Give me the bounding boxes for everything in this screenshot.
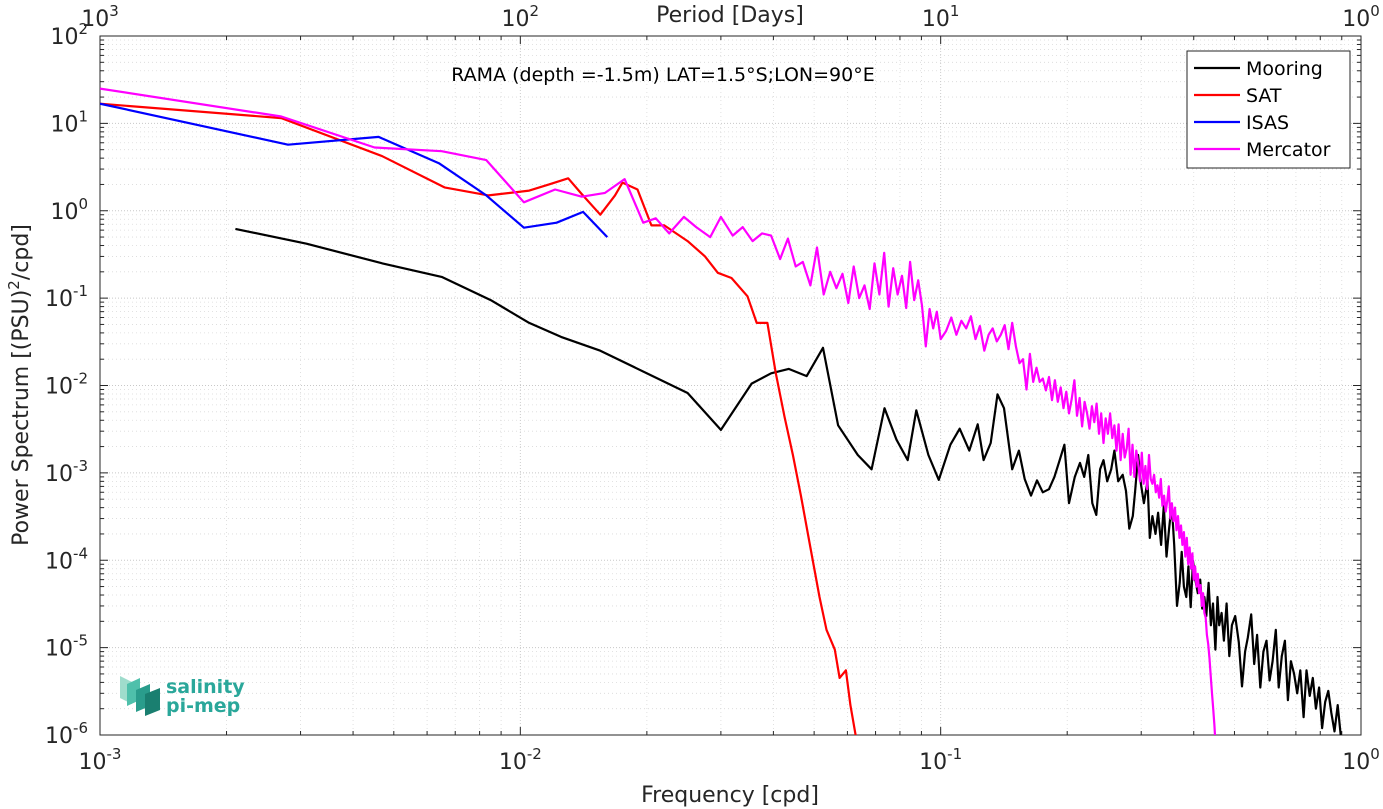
y-tick-label-exponent: 0 bbox=[78, 195, 88, 213]
y-tick-label-exponent: -2 bbox=[73, 370, 88, 388]
x-tick-label-exponent: -2 bbox=[527, 745, 542, 763]
x-tick-label: 100 bbox=[1342, 745, 1380, 775]
y-tick-label: 10-6 bbox=[45, 719, 88, 749]
x2-tick-label-exponent: 3 bbox=[109, 2, 119, 20]
y-tick-label: 10-4 bbox=[45, 544, 88, 574]
y-tick-label-exponent: 1 bbox=[78, 107, 88, 125]
y-tick-label-exponent: -4 bbox=[73, 544, 88, 562]
chart-title: RAMA (depth =-1.5m) LAT=1.5°S;LON=90°E bbox=[451, 64, 875, 86]
y-tick-label: 100 bbox=[50, 195, 88, 225]
x-tick-label: 10-3 bbox=[79, 745, 122, 775]
logo-line1: salinity bbox=[166, 676, 245, 698]
x2-tick-label-base: 10 bbox=[81, 7, 109, 32]
series-line-mooring bbox=[235, 227, 1342, 735]
x-tick-label: 10-2 bbox=[499, 745, 542, 775]
y-axis-title-main: Power Spectrum [(PSU) bbox=[9, 290, 34, 546]
x2-tick-label-base: 10 bbox=[1342, 7, 1370, 32]
y-axis-title-unit: /cpd] bbox=[9, 224, 34, 280]
y-tick-label-exponent: 2 bbox=[78, 20, 88, 38]
x2-tick-label: 103 bbox=[81, 2, 119, 32]
y-tick-label: 10-3 bbox=[45, 457, 88, 487]
x2-tick-label-base: 10 bbox=[922, 7, 950, 32]
y-tick-label-base: 10 bbox=[50, 112, 78, 137]
x2-tick-label: 101 bbox=[922, 2, 960, 32]
x-tick-label-base: 10 bbox=[919, 750, 947, 775]
y-tick-label-base: 10 bbox=[45, 724, 73, 749]
axis-ticks bbox=[99, 35, 1362, 736]
x-tick-label-base: 10 bbox=[79, 750, 107, 775]
x2-tick-label: 102 bbox=[502, 2, 540, 32]
y-tick-label-base: 10 bbox=[50, 200, 78, 225]
salinity-pi-mep-logo: salinity pi-mep bbox=[120, 676, 245, 717]
x-tick-label-base: 10 bbox=[1342, 750, 1370, 775]
x-tick-label-base: 10 bbox=[499, 750, 527, 775]
y-tick-label-base: 10 bbox=[45, 287, 73, 312]
y-tick-label-base: 10 bbox=[45, 637, 73, 662]
y-tick-label-base: 10 bbox=[50, 25, 78, 50]
y-tick-label: 10-2 bbox=[45, 370, 88, 400]
x2-tick-label-exponent: 1 bbox=[950, 2, 960, 20]
y-tick-label-base: 10 bbox=[45, 462, 73, 487]
legend-label-mercator: Mercator bbox=[1246, 139, 1331, 161]
x-tick-label-exponent: -3 bbox=[107, 745, 122, 763]
y-tick-label-base: 10 bbox=[45, 549, 73, 574]
y-tick-label-exponent: -1 bbox=[73, 282, 88, 300]
x-tick-label-exponent: -1 bbox=[947, 745, 962, 763]
y-tick-label-exponent: -3 bbox=[73, 457, 88, 475]
x-axis-title: Frequency [cpd] bbox=[641, 783, 819, 808]
x-tick-label: 10-1 bbox=[919, 745, 962, 775]
y-tick-label-exponent: -5 bbox=[73, 632, 88, 650]
legend-label-sat: SAT bbox=[1246, 85, 1282, 107]
series-line-mercator bbox=[100, 87, 1217, 735]
x2-tick-label-base: 10 bbox=[502, 7, 530, 32]
x2-tick-label: 100 bbox=[1342, 2, 1380, 32]
y-axis-title-exponent: 2 bbox=[5, 280, 23, 290]
series-layer bbox=[100, 87, 1342, 735]
series-line-isas bbox=[100, 102, 609, 238]
x2-tick-label-exponent: 0 bbox=[1370, 2, 1380, 20]
legend: Mooring SAT ISAS Mercator bbox=[1186, 50, 1351, 169]
x2-tick-label-exponent: 2 bbox=[530, 2, 540, 20]
x-tick-label-exponent: 0 bbox=[1370, 745, 1380, 763]
x2-axis-title: Period [Days] bbox=[656, 3, 804, 28]
series-line-sat bbox=[100, 102, 857, 735]
y-tick-label: 10-5 bbox=[45, 632, 88, 662]
y-tick-label-exponent: -6 bbox=[73, 719, 88, 737]
legend-label-isas: ISAS bbox=[1246, 112, 1289, 134]
y-tick-label-base: 10 bbox=[45, 375, 73, 400]
y-tick-label: 10-1 bbox=[45, 282, 88, 312]
y-axis-title: Power Spectrum [(PSU)2/cpd] bbox=[5, 224, 34, 546]
y-tick-label: 102 bbox=[50, 20, 88, 50]
y-tick-label: 101 bbox=[50, 107, 88, 137]
logo-wave-edge bbox=[145, 688, 160, 716]
legend-label-mooring: Mooring bbox=[1246, 58, 1323, 80]
logo-line2: pi-mep bbox=[166, 695, 240, 717]
